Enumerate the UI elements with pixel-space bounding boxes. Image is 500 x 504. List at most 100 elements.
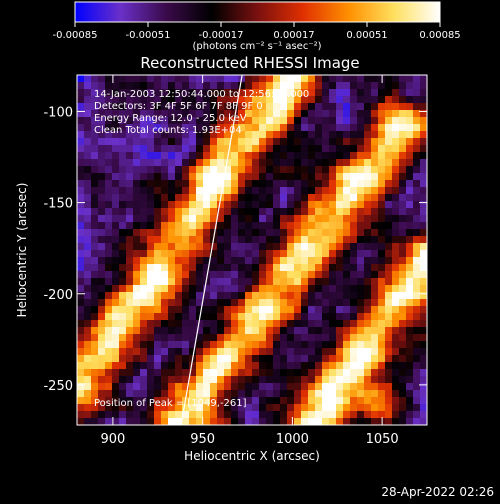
heatmap-cell bbox=[245, 194, 253, 202]
heatmap-cell bbox=[203, 194, 211, 202]
heatmap-cell bbox=[210, 271, 218, 279]
heatmap-cell bbox=[315, 320, 323, 328]
heatmap-cell bbox=[140, 418, 148, 425]
heatmap-cell bbox=[203, 243, 211, 251]
heatmap-cell bbox=[224, 236, 232, 244]
heatmap-cell bbox=[140, 271, 148, 279]
heatmap-cell bbox=[224, 299, 232, 307]
heatmap-cell bbox=[336, 103, 344, 111]
heatmap-cell bbox=[238, 397, 246, 405]
heatmap-cell bbox=[84, 131, 92, 139]
heatmap-cell bbox=[385, 82, 393, 90]
heatmap-cell bbox=[238, 285, 246, 293]
heatmap-cell bbox=[245, 250, 253, 258]
heatmap-cell bbox=[126, 271, 134, 279]
heatmap-cell bbox=[196, 341, 204, 349]
heatmap-cell bbox=[280, 383, 288, 391]
heatmap-cell bbox=[343, 369, 351, 377]
heatmap-cell bbox=[308, 82, 316, 90]
heatmap-cell bbox=[322, 89, 330, 97]
heatmap-cell bbox=[182, 411, 190, 419]
heatmap-cell bbox=[84, 243, 92, 251]
heatmap-cell bbox=[385, 348, 393, 356]
heatmap-cell bbox=[105, 278, 113, 286]
heatmap-cell bbox=[112, 271, 120, 279]
heatmap-cell bbox=[364, 404, 372, 412]
heatmap-cell bbox=[315, 264, 323, 272]
heatmap-cell bbox=[133, 131, 141, 139]
heatmap-cell bbox=[203, 173, 211, 181]
heatmap-cell bbox=[154, 376, 162, 384]
heatmap-cell bbox=[266, 82, 274, 90]
heatmap-cell bbox=[287, 299, 295, 307]
heatmap-cell bbox=[357, 334, 365, 342]
heatmap-cell bbox=[168, 313, 176, 321]
heatmap-cell bbox=[161, 138, 169, 146]
heatmap-cell bbox=[77, 383, 85, 391]
heatmap-cell bbox=[84, 306, 92, 314]
heatmap-cell bbox=[196, 397, 204, 405]
heatmap-cell bbox=[308, 194, 316, 202]
heatmap-cell bbox=[287, 250, 295, 258]
heatmap-cell bbox=[280, 96, 288, 104]
heatmap-cell bbox=[399, 348, 407, 356]
heatmap-cell bbox=[315, 383, 323, 391]
heatmap-cell bbox=[329, 348, 337, 356]
heatmap-cell bbox=[252, 152, 260, 160]
heatmap-cell bbox=[259, 411, 267, 419]
heatmap-cell bbox=[210, 355, 218, 363]
heatmap-cell bbox=[168, 418, 176, 425]
heatmap-cell bbox=[126, 313, 134, 321]
heatmap-cell bbox=[301, 187, 309, 195]
heatmap-cell bbox=[196, 299, 204, 307]
heatmap-cell bbox=[224, 376, 232, 384]
heatmap-cell bbox=[322, 383, 330, 391]
heatmap-cell bbox=[196, 89, 204, 97]
heatmap-cell bbox=[385, 236, 393, 244]
heatmap-cell bbox=[126, 145, 134, 153]
heatmap-cell bbox=[287, 306, 295, 314]
heatmap-cell bbox=[182, 355, 190, 363]
heatmap-cell bbox=[210, 257, 218, 265]
heatmap-cell bbox=[336, 75, 344, 83]
heatmap-cell bbox=[217, 89, 225, 97]
heatmap-cell bbox=[196, 208, 204, 216]
heatmap-cell bbox=[154, 390, 162, 398]
heatmap-cell bbox=[364, 117, 372, 125]
heatmap-cell bbox=[315, 411, 323, 419]
heatmap-cell bbox=[105, 243, 113, 251]
colorbar-tick-label: 0.00051 bbox=[346, 30, 387, 41]
heatmap-cell bbox=[266, 306, 274, 314]
heatmap-cell bbox=[343, 285, 351, 293]
heatmap-cell bbox=[119, 243, 127, 251]
heatmap-cell bbox=[413, 306, 421, 314]
heatmap-cell bbox=[161, 299, 169, 307]
heatmap-cell bbox=[371, 131, 379, 139]
heatmap-cell bbox=[371, 159, 379, 167]
heatmap-cell bbox=[308, 404, 316, 412]
heatmap-cell bbox=[266, 418, 274, 425]
heatmap-cell bbox=[280, 138, 288, 146]
heatmap-cell bbox=[259, 250, 267, 258]
heatmap-cell bbox=[385, 369, 393, 377]
heatmap-cell bbox=[371, 341, 379, 349]
heatmap-cell bbox=[112, 208, 120, 216]
heatmap-cell bbox=[378, 124, 386, 132]
heatmap-cell bbox=[182, 369, 190, 377]
heatmap-cell bbox=[322, 362, 330, 370]
heatmap-cell bbox=[252, 257, 260, 265]
heatmap-cell bbox=[140, 292, 148, 300]
heatmap-cell bbox=[371, 124, 379, 132]
heatmap-cell bbox=[182, 404, 190, 412]
heatmap-cell bbox=[245, 215, 253, 223]
heatmap-cell bbox=[315, 103, 323, 111]
heatmap-cell bbox=[91, 131, 99, 139]
heatmap-cell bbox=[154, 201, 162, 209]
heatmap-cell bbox=[392, 383, 400, 391]
heatmap-cell bbox=[322, 194, 330, 202]
heatmap-cell bbox=[203, 180, 211, 188]
heatmap-cell bbox=[175, 306, 183, 314]
heatmap-cell bbox=[98, 383, 106, 391]
heatmap-cell bbox=[140, 159, 148, 167]
heatmap-cell bbox=[105, 187, 113, 195]
